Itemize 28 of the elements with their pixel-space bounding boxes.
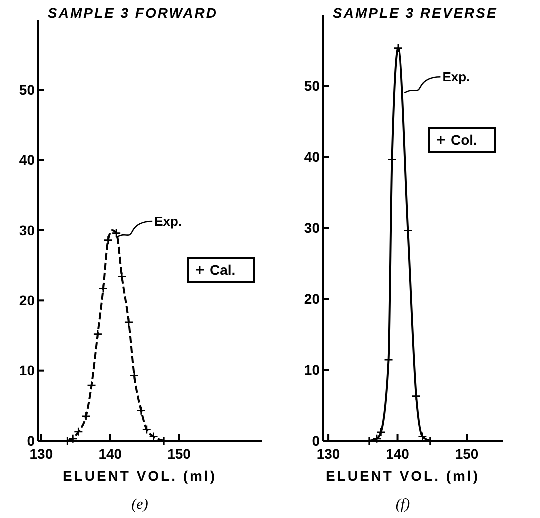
y-tick-label: 20 xyxy=(19,292,36,309)
annotation: Exp. xyxy=(154,214,182,230)
y-tick-label: 30 xyxy=(19,222,36,238)
x-axis-title: ELUENT VOL. (ml) xyxy=(326,468,480,484)
y-tick-label: 50 xyxy=(304,78,320,94)
x-tick-label: 150 xyxy=(455,446,479,462)
chart-title: SAMPLE 3 REVERSE xyxy=(333,5,498,21)
y-tick-label: 0 xyxy=(27,432,36,449)
y-tick-label: 50 xyxy=(19,82,36,98)
x-tick-label: 150 xyxy=(168,446,192,462)
text: (e) xyxy=(132,497,148,513)
legend-label: Cal. xyxy=(210,262,236,278)
y-tick-label: 40 xyxy=(304,148,320,165)
x-tick-label: 130 xyxy=(30,446,54,462)
x-axis-title: ELUENT VOL. (ml) xyxy=(62,468,218,484)
y-tick-label: 10 xyxy=(304,362,320,378)
y-tick-label: 40 xyxy=(19,152,36,168)
y-tick-label: 10 xyxy=(19,362,36,379)
legend-label: Col. xyxy=(451,132,478,148)
x-tick-label: 140 xyxy=(386,446,410,462)
x-tick-label: 130 xyxy=(316,446,340,462)
annotation: Exp. xyxy=(442,70,470,85)
y-tick-label: 30 xyxy=(304,220,320,236)
y-tick-label: 20 xyxy=(304,290,320,307)
x-tick-label: 140 xyxy=(98,446,122,462)
chart-title: SAMPLE 3 FORWARD xyxy=(48,5,218,21)
y-tick-label: 0 xyxy=(312,432,320,449)
text: (f) xyxy=(396,497,410,513)
